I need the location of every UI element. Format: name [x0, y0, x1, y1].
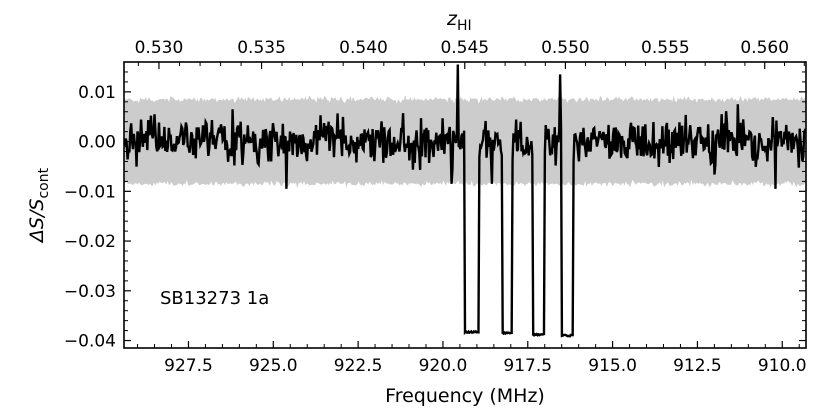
y-axis-title-main: ΔS/S [26, 199, 48, 245]
top-tick-label: 0.530 [135, 38, 184, 58]
x-tick-label: 917.5 [503, 356, 552, 376]
plot-frame [123, 61, 807, 349]
y-tick-label: 0.00 [78, 133, 116, 153]
top-axis-title-main: z [446, 8, 458, 30]
y-tick-label: −0.04 [64, 332, 116, 352]
spectrum-line-layer [124, 64, 806, 338]
x-tick-label: 920.0 [419, 356, 468, 376]
x-tick-label: 915.0 [588, 356, 637, 376]
x-tick-label: 922.5 [334, 356, 383, 376]
top-axis-title: zHI [446, 8, 472, 34]
spectrum-line [124, 64, 806, 338]
top-axis-title-sub: HI [457, 18, 472, 34]
x-tick-label: 912.5 [673, 356, 722, 376]
top-tick-label: 0.535 [237, 38, 286, 58]
top-tick-label: 0.555 [641, 38, 690, 58]
y-tick-label: −0.02 [64, 232, 116, 252]
y-tick-label: −0.01 [64, 182, 116, 202]
y-tick-label: 0.01 [78, 83, 116, 103]
x-tick-label: 925.0 [249, 356, 298, 376]
annotation-label: SB13273 1a [160, 288, 269, 309]
top-tick-label: 0.550 [541, 38, 590, 58]
x-axis-title: Frequency (MHz) [385, 385, 545, 407]
top-tick-label: 0.560 [740, 38, 789, 58]
y-axis-title: ΔS/Scont [26, 167, 52, 244]
top-tick-label: 0.540 [339, 38, 388, 58]
x-tick-label: 927.5 [164, 356, 213, 376]
x-tick-label: 910.0 [758, 356, 807, 376]
y-tick-label: −0.03 [64, 282, 116, 302]
ticks-layer: 927.5 925.0 922.5 920.0 917.5 915.0 912.5 910.0… [64, 38, 807, 376]
y-axis-title-sub: cont [36, 167, 52, 198]
top-tick-label: 0.545 [440, 38, 489, 58]
